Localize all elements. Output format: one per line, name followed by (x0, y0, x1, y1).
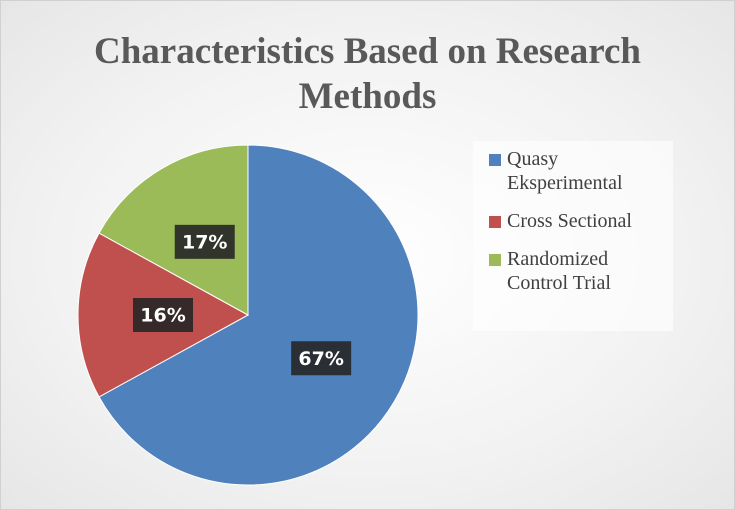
legend-entry: Quasy Eksperimental (481, 147, 663, 195)
legend-entry: Randomized Control Trial (481, 247, 663, 295)
data-label-box (291, 341, 352, 376)
data-label: 16% (140, 305, 185, 327)
legend-swatch (489, 154, 501, 166)
data-label: 67% (298, 348, 343, 370)
data-label: 17% (182, 231, 227, 253)
chart-title: Characteristics Based on Research Method… (93, 31, 642, 117)
legend-entry: Cross Sectional (481, 209, 663, 233)
data-label-box (174, 224, 235, 259)
legend-label: Cross Sectional (507, 210, 632, 232)
legend-swatch (489, 216, 501, 228)
data-label-box (133, 298, 193, 332)
pie-slice (98, 144, 419, 486)
legend-label: Quasy Eksperimental (507, 148, 623, 194)
legend-label: Randomized Control Trial (507, 248, 611, 294)
legend-swatch (489, 254, 501, 266)
pie-slice (98, 144, 249, 316)
legend: Quasy Eksperimental Cross Sectional Random… (473, 141, 673, 331)
